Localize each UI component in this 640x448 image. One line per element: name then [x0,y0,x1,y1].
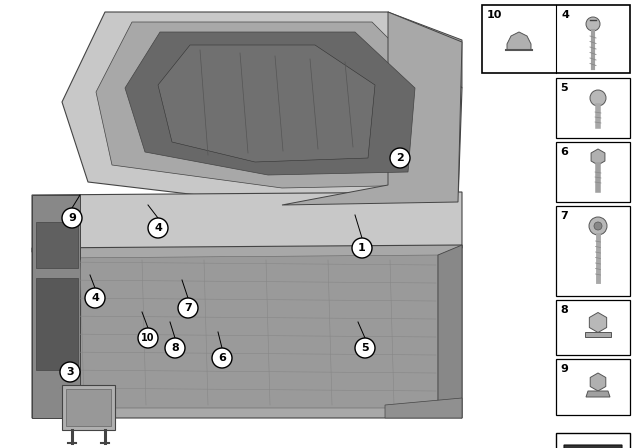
Polygon shape [58,255,438,408]
Polygon shape [62,385,115,430]
Text: 9: 9 [68,213,76,223]
Polygon shape [36,222,78,268]
Circle shape [60,362,80,382]
Polygon shape [590,373,606,391]
Text: 10: 10 [487,10,502,20]
Text: 5: 5 [560,83,568,93]
Polygon shape [564,445,622,448]
Polygon shape [585,332,611,337]
Text: 4: 4 [561,10,569,20]
Circle shape [85,288,105,308]
Text: 4: 4 [91,293,99,303]
Text: 6: 6 [218,353,226,363]
Polygon shape [125,32,415,175]
Polygon shape [96,22,438,188]
Text: 7: 7 [184,303,192,313]
Circle shape [589,217,607,235]
Polygon shape [32,245,462,418]
Text: 4: 4 [154,223,162,233]
Text: 6: 6 [560,147,568,157]
Polygon shape [591,149,605,165]
Polygon shape [385,398,462,418]
Text: 3: 3 [66,367,74,377]
FancyBboxPatch shape [556,300,630,355]
Text: 9: 9 [560,364,568,374]
Circle shape [178,298,198,318]
Text: 8: 8 [171,343,179,353]
Circle shape [590,90,606,106]
Text: 8: 8 [560,305,568,315]
Circle shape [594,222,602,230]
Polygon shape [507,32,531,50]
FancyBboxPatch shape [556,78,630,138]
Polygon shape [66,389,111,426]
Polygon shape [62,12,462,205]
Text: 5: 5 [361,343,369,353]
Circle shape [148,218,168,238]
Text: 1: 1 [358,243,366,253]
Circle shape [352,238,372,258]
Circle shape [62,208,82,228]
FancyBboxPatch shape [556,142,630,202]
Circle shape [212,348,232,368]
FancyBboxPatch shape [482,5,630,73]
FancyBboxPatch shape [556,206,630,296]
Circle shape [355,338,375,358]
Circle shape [165,338,185,358]
Polygon shape [32,195,80,418]
Text: 2: 2 [396,153,404,163]
Polygon shape [589,313,607,332]
FancyBboxPatch shape [556,359,630,415]
Polygon shape [586,391,610,397]
Polygon shape [36,278,78,370]
Circle shape [138,328,158,348]
Polygon shape [158,45,375,162]
Text: 7: 7 [560,211,568,221]
Circle shape [586,17,600,31]
FancyBboxPatch shape [556,433,630,448]
Polygon shape [282,12,462,205]
Text: 10: 10 [141,333,155,343]
Polygon shape [438,245,462,418]
Polygon shape [32,192,462,252]
Circle shape [390,148,410,168]
Polygon shape [388,12,462,88]
